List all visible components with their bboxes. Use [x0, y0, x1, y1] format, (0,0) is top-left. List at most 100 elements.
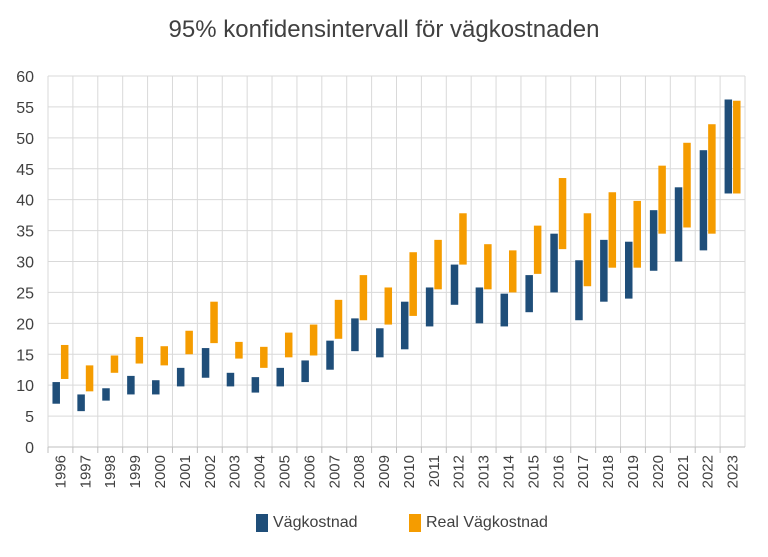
- x-tick-label: 2023: [725, 455, 742, 488]
- bar-real-vagkostnad: [583, 213, 592, 287]
- legend-item-vagkostnad: Vägkostnad: [256, 514, 358, 532]
- y-tick-label: 0: [25, 440, 34, 457]
- bar-vagkostnad: [201, 348, 210, 378]
- x-tick-label: 2005: [276, 455, 293, 488]
- bar-vagkostnad: [127, 375, 135, 395]
- bar-vagkostnad: [575, 260, 583, 321]
- bar-real-vagkostnad: [309, 324, 318, 356]
- bar-real-vagkostnad: [608, 192, 617, 268]
- bar-vagkostnad: [351, 318, 359, 352]
- x-tick-label: 2010: [401, 455, 418, 488]
- x-tick-label: 2018: [600, 455, 617, 488]
- x-tick-label: 2003: [227, 455, 244, 488]
- bar-real-vagkostnad: [484, 244, 492, 290]
- x-tick-label: 2020: [650, 455, 667, 488]
- bar-real-vagkostnad: [733, 100, 741, 194]
- x-tick-label: 2014: [501, 455, 518, 488]
- y-tick-label: 45: [16, 162, 34, 179]
- y-tick-label: 40: [16, 193, 34, 210]
- y-tick-label: 15: [16, 347, 34, 364]
- bar-vagkostnad: [376, 328, 384, 358]
- bar-vagkostnad: [699, 150, 708, 251]
- bar-vagkostnad: [724, 99, 733, 194]
- bar-real-vagkostnad: [284, 332, 293, 358]
- bar-vagkostnad: [600, 239, 608, 302]
- bar-vagkostnad: [674, 187, 683, 262]
- bar-vagkostnad: [450, 264, 459, 305]
- x-tick-label: 1997: [77, 455, 94, 488]
- bar-vagkostnad: [276, 367, 285, 387]
- bar-real-vagkostnad: [633, 200, 641, 268]
- bar-real-vagkostnad: [60, 344, 69, 379]
- bar-real-vagkostnad: [459, 213, 467, 265]
- bar-vagkostnad: [176, 367, 185, 387]
- x-tick-label: 2006: [301, 455, 318, 488]
- legend-item-real-vagkostnad: Real Vägkostnad: [409, 514, 548, 532]
- y-tick-label: 50: [16, 131, 34, 148]
- x-tick-label: 2015: [525, 455, 542, 488]
- x-tick-label: 2022: [700, 455, 717, 488]
- bar-real-vagkostnad: [409, 252, 417, 316]
- y-tick-label: 25: [16, 285, 34, 302]
- x-tick-label: 2013: [476, 455, 493, 488]
- x-tick-label: 2019: [625, 455, 642, 488]
- x-tick-label: 2011: [426, 455, 443, 487]
- chart-title: 95% konfidensintervall för vägkostnaden: [168, 16, 600, 43]
- bar-vagkostnad: [326, 340, 334, 370]
- bar-real-vagkostnad: [658, 165, 666, 234]
- bar-real-vagkostnad: [334, 299, 343, 339]
- bar-real-vagkostnad: [533, 225, 542, 274]
- bar-vagkostnad: [301, 360, 309, 383]
- bar-real-vagkostnad: [359, 275, 368, 321]
- bar-real-vagkostnad: [135, 336, 144, 364]
- bar-vagkostnad: [152, 380, 160, 395]
- x-tick-label: 2007: [326, 455, 343, 488]
- bar-vagkostnad: [649, 210, 658, 271]
- y-tick-label: 30: [16, 255, 34, 272]
- y-tick-label: 10: [16, 378, 34, 395]
- bar-vagkostnad: [500, 293, 509, 327]
- legend-swatch-real-vagkostnad: [409, 514, 421, 532]
- bar-real-vagkostnad: [434, 239, 442, 290]
- bar-vagkostnad: [400, 301, 409, 350]
- x-tick-label: 1999: [127, 455, 144, 488]
- bar-real-vagkostnad: [160, 346, 168, 366]
- bar-vagkostnad: [525, 275, 533, 313]
- x-tick-label: 2000: [152, 455, 169, 488]
- x-tick-label: 2016: [550, 455, 567, 488]
- legend-label-real-vagkostnad: Real Vägkostnad: [426, 514, 548, 531]
- bar-real-vagkostnad: [185, 330, 193, 355]
- y-tick-label: 35: [16, 224, 34, 241]
- x-tick-label: 1998: [102, 455, 119, 488]
- legend-label-vagkostnad: Vägkostnad: [273, 514, 358, 531]
- bar-real-vagkostnad: [85, 365, 94, 392]
- x-tick-label: 2021: [675, 455, 692, 488]
- x-tick-label: 2008: [351, 455, 368, 488]
- y-tick-label: 20: [16, 316, 34, 333]
- x-tick-label: 2012: [451, 455, 468, 488]
- x-tick-label: 2017: [575, 455, 592, 488]
- y-tick-label: 5: [25, 409, 34, 426]
- bar-vagkostnad: [226, 372, 235, 387]
- bar-vagkostnad: [425, 287, 434, 327]
- legend-swatch-vagkostnad: [256, 514, 268, 532]
- bar-real-vagkostnad: [260, 346, 268, 368]
- bar-real-vagkostnad: [235, 341, 243, 359]
- bar-vagkostnad: [251, 377, 260, 393]
- bar-real-vagkostnad: [683, 142, 691, 228]
- x-tick-label: 2001: [177, 455, 194, 488]
- bar-real-vagkostnad: [210, 301, 218, 344]
- x-tick-label: 2009: [376, 455, 393, 488]
- bar-real-vagkostnad: [384, 287, 393, 325]
- bar-vagkostnad: [77, 394, 85, 412]
- x-tick-label: 2004: [252, 455, 269, 488]
- x-tick-label: 1996: [52, 455, 69, 488]
- bar-vagkostnad: [102, 388, 110, 401]
- bar-real-vagkostnad: [708, 124, 716, 234]
- bar-vagkostnad: [52, 382, 60, 404]
- bar-vagkostnad: [550, 233, 558, 293]
- bar-real-vagkostnad: [558, 178, 567, 250]
- bar-vagkostnad: [475, 287, 484, 324]
